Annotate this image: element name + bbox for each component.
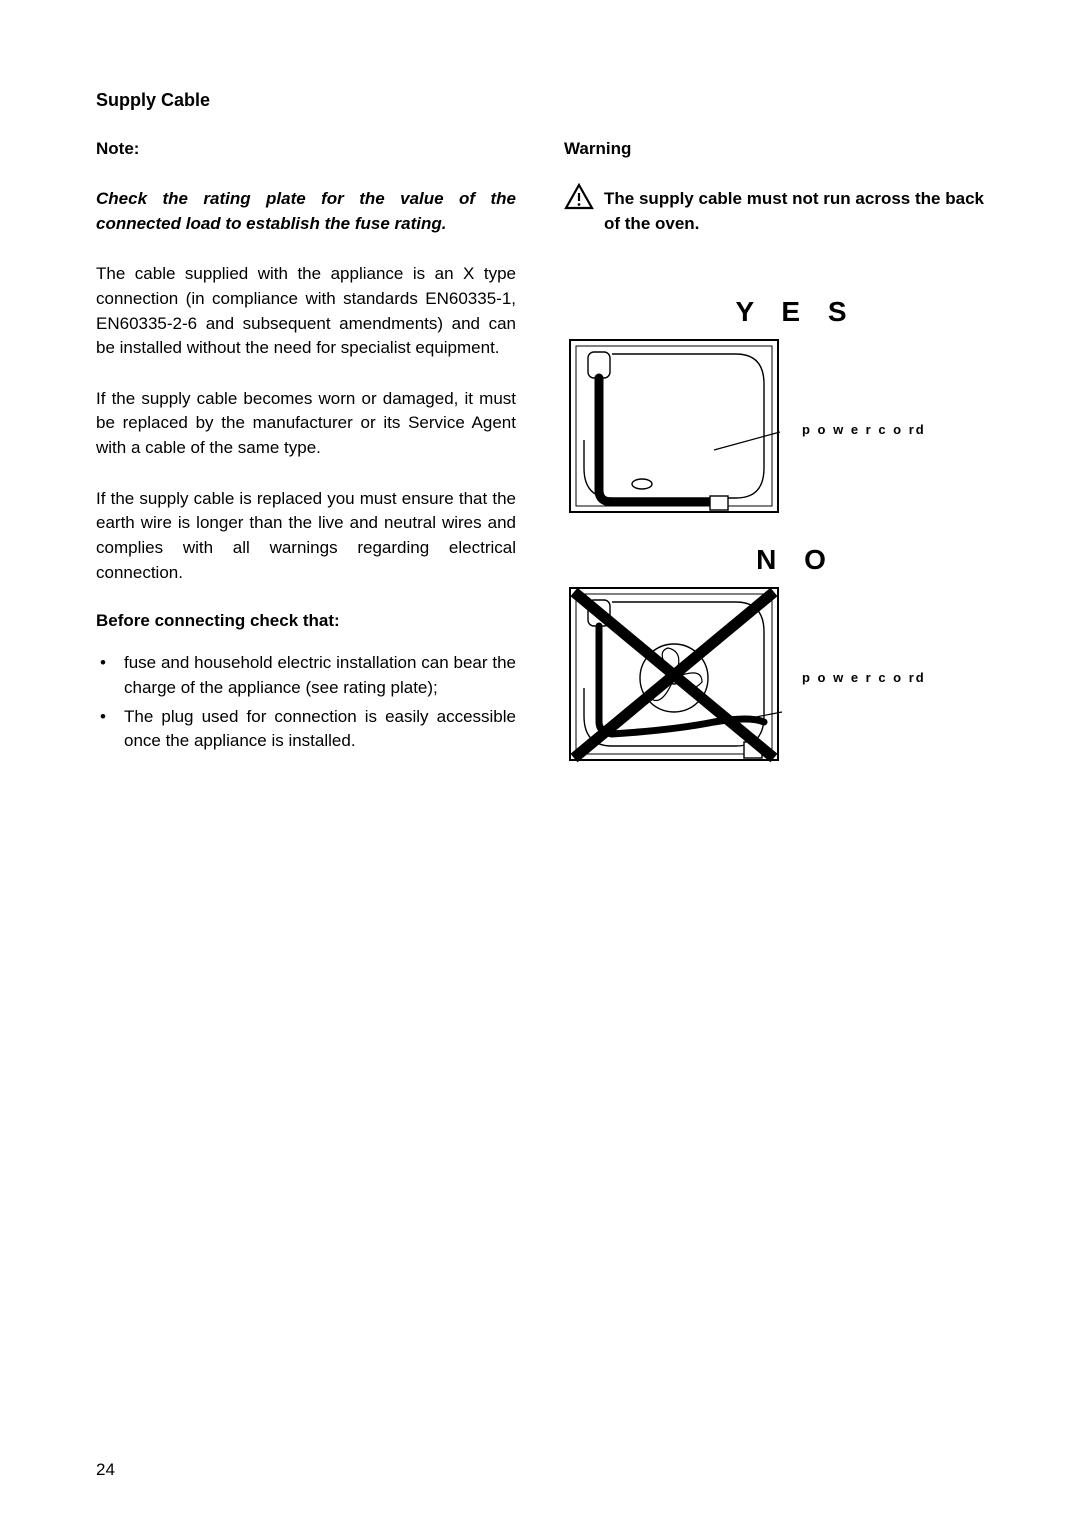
- section-title: Supply Cable: [96, 90, 984, 111]
- bullet-dot: •: [96, 705, 124, 754]
- warning-row: The supply cable must not run across the…: [564, 187, 984, 236]
- no-label: N O: [564, 544, 984, 576]
- paragraph-3: If the supply cable is replaced you must…: [96, 487, 516, 586]
- yes-diagram-block: Y E S: [564, 296, 984, 524]
- warning-label: Warning: [564, 139, 984, 159]
- yes-label: Y E S: [564, 296, 984, 328]
- warning-triangle-icon: [564, 183, 594, 219]
- two-column-layout: Note: Check the rating plate for the val…: [96, 139, 984, 792]
- note-label: Note:: [96, 139, 516, 159]
- paragraph-1: The cable supplied with the appliance is…: [96, 262, 516, 361]
- no-diagram-row: p o w e r c o rd: [564, 582, 984, 772]
- bullet-dot: •: [96, 651, 124, 700]
- page: Supply Cable Note: Check the rating plat…: [0, 0, 1080, 1528]
- warning-text: The supply cable must not run across the…: [604, 187, 984, 236]
- yes-diagram-svg: [564, 334, 784, 524]
- bullet-list: • fuse and household electric installati…: [96, 651, 516, 754]
- right-column: Warning The supply cable must not run ac…: [564, 139, 984, 792]
- list-item: • The plug used for connection is easily…: [96, 705, 516, 754]
- bullet-text: The plug used for connection is easily a…: [124, 705, 516, 754]
- before-connecting-title: Before connecting check that:: [96, 611, 516, 631]
- power-cord-label-no: p o w e r c o rd: [802, 670, 926, 685]
- list-item: • fuse and household electric installati…: [96, 651, 516, 700]
- left-column: Note: Check the rating plate for the val…: [96, 139, 516, 792]
- paragraph-2: If the supply cable becomes worn or dama…: [96, 387, 516, 461]
- no-diagram-block: N O: [564, 544, 984, 772]
- note-italic-text: Check the rating plate for the value of …: [96, 187, 516, 236]
- page-number: 24: [96, 1460, 115, 1480]
- bullet-text: fuse and household electric installation…: [124, 651, 516, 700]
- power-cord-label-yes: p o w e r c o rd: [802, 422, 926, 437]
- no-diagram-svg: [564, 582, 784, 772]
- yes-diagram-row: p o w e r c o rd: [564, 334, 984, 524]
